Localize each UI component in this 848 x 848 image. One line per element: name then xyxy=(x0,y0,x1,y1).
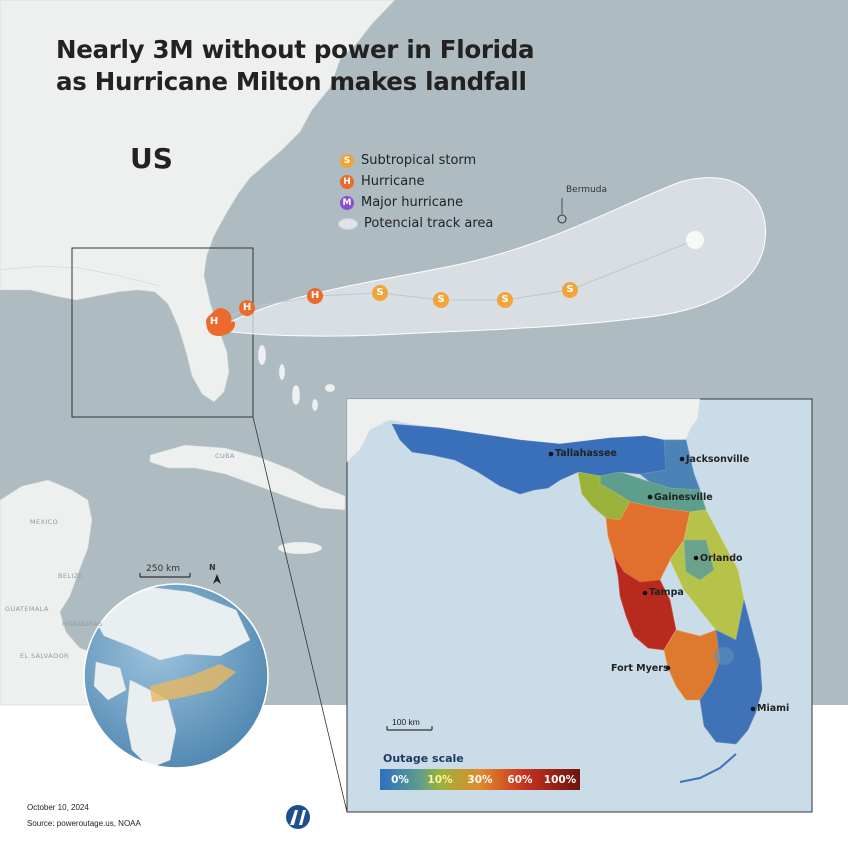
fl-orlando-teal xyxy=(683,539,715,581)
aa-logo xyxy=(286,805,310,829)
track-marker: H xyxy=(206,314,222,330)
jamaica xyxy=(277,541,323,555)
mexico-label: MEXICO xyxy=(30,518,59,526)
city-tampa: Tampa xyxy=(649,587,684,598)
subtropical-storm-icon: S xyxy=(340,153,354,168)
globe-track-highlight xyxy=(150,664,236,702)
track-line xyxy=(219,239,696,323)
page-title: Nearly 3M without power in Florida as Hu… xyxy=(56,34,616,98)
guatemala-label: GUATEMALA xyxy=(5,605,49,613)
connector-line xyxy=(252,416,348,813)
fl-keys xyxy=(679,753,737,783)
title-line-1: Nearly 3M without power in Florida xyxy=(56,35,535,64)
outage-scale-label: 100% xyxy=(543,773,577,786)
city-gainesville: Gainesville xyxy=(654,492,713,503)
city-orlando: Orlando xyxy=(700,553,743,564)
map-legend: S Subtropical storm H Hurricane M Major … xyxy=(338,150,493,234)
outage-scale-label: 60% xyxy=(507,773,533,786)
country-label-us: US xyxy=(130,142,173,175)
track-marker: H xyxy=(307,288,323,304)
bermuda-label: Bermuda xyxy=(566,185,607,195)
city-jacksonville: Jacksonville xyxy=(686,454,750,465)
track-end-point xyxy=(686,231,704,249)
cuba-label: CUBA xyxy=(215,452,235,460)
track-area-swatch xyxy=(338,217,358,230)
city-fort-myers: Fort Myers xyxy=(611,663,669,674)
el-salvador-label: EL SALVADOR xyxy=(20,652,69,660)
bahamas xyxy=(257,344,336,412)
legend-label: Potencial track area xyxy=(364,216,494,231)
major-hurricane-icon: M xyxy=(340,195,354,210)
legend-track-area: Potencial track area xyxy=(338,213,493,234)
footer-source: Source: poweroutage.us, NOAA xyxy=(27,819,141,828)
belize-label: BELIZE xyxy=(58,572,84,580)
footer-date: October 10, 2024 xyxy=(27,803,89,812)
legend-hurricane: H Hurricane xyxy=(338,171,493,192)
outage-scale-label: 10% xyxy=(427,773,453,786)
honduras-label: HONDURAS xyxy=(62,620,103,628)
lake-okeechobee xyxy=(714,647,734,665)
gulf-coast xyxy=(0,265,161,287)
inset-map xyxy=(346,398,813,813)
outage-scale-title: Outage scale xyxy=(383,752,464,765)
track-cone xyxy=(213,177,767,337)
main-scale-label: 250 km xyxy=(146,564,181,574)
track-marker: S xyxy=(372,285,388,301)
city-tallahassee: Tallahassee xyxy=(555,448,617,459)
city-miami: Miami xyxy=(757,703,790,714)
globe xyxy=(83,583,269,769)
north-label: N xyxy=(209,563,216,572)
legend-subtropical-storm: S Subtropical storm xyxy=(338,150,493,171)
title-line-2: as Hurricane Milton makes landfall xyxy=(56,67,527,96)
track-marker: H xyxy=(239,300,255,316)
legend-label: Subtropical storm xyxy=(361,153,477,168)
inset-scale-label: 100 km xyxy=(392,717,420,727)
track-marker: S xyxy=(497,292,513,308)
track-marker: S xyxy=(562,282,578,298)
cuba xyxy=(149,444,346,511)
us-mainland xyxy=(0,0,396,403)
bermuda-pin xyxy=(557,214,567,224)
legend-label: Hurricane xyxy=(361,174,425,189)
track-marker: S xyxy=(433,292,449,308)
outage-scale-label: 0% xyxy=(391,773,409,786)
legend-major-hurricane: M Major hurricane xyxy=(338,192,493,213)
north-arrow-icon xyxy=(213,574,221,584)
legend-label: Major hurricane xyxy=(361,195,464,210)
outage-scale-bar: 0% 10% 30% 60% 100% xyxy=(380,769,580,790)
outage-scale-label: 30% xyxy=(467,773,493,786)
fl-southeast xyxy=(699,599,763,745)
hurricane-icon: H xyxy=(340,174,354,189)
